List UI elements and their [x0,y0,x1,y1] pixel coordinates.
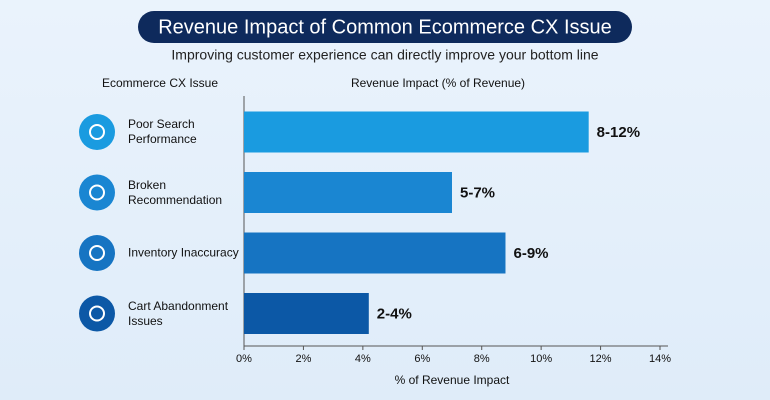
bar [244,111,589,153]
icon-circle [79,235,115,271]
icon-circle [79,174,115,211]
chart-title: Revenue Impact of Common Ecommerce CX Is… [158,16,612,38]
x-tick-label: 2% [295,353,311,365]
x-tick-label: 12% [590,353,612,365]
x-tick-label: 6% [414,353,430,365]
bar [244,232,506,274]
category-label: Poor Search Performance [128,117,197,146]
bar [244,293,369,334]
icon-glyph [89,184,105,201]
icon-circle [79,114,115,150]
x-tick-label: 14% [649,353,671,365]
x-tick-label: 10% [530,353,552,365]
value-header: Revenue Impact (% of Revenue) [351,76,525,90]
icon-glyph [89,245,105,261]
chart-subtitle: Improving customer experience can direct… [171,47,598,63]
category-label: Inventory Inaccuracy [128,245,239,260]
icon-glyph [89,124,105,140]
x-tick-label: 4% [355,353,371,365]
x-axis-title: % of Revenue Impact [395,373,510,387]
icon-circle [79,295,115,332]
icon-glyph [89,305,105,322]
value-label: 8-12% [597,124,640,141]
x-tick-label: 0% [236,353,252,365]
title-pill [138,11,632,43]
bar [244,172,452,213]
value-label: 5-7% [460,184,495,201]
x-tick-label: 8% [474,353,490,365]
category-label: Broken Recommendation [128,177,223,207]
category-header: Ecommerce CX Issue [102,76,218,90]
category-label: Cart Abandonment Issues [128,298,229,328]
value-label: 2-4% [377,305,412,322]
value-label: 6-9% [513,245,548,262]
